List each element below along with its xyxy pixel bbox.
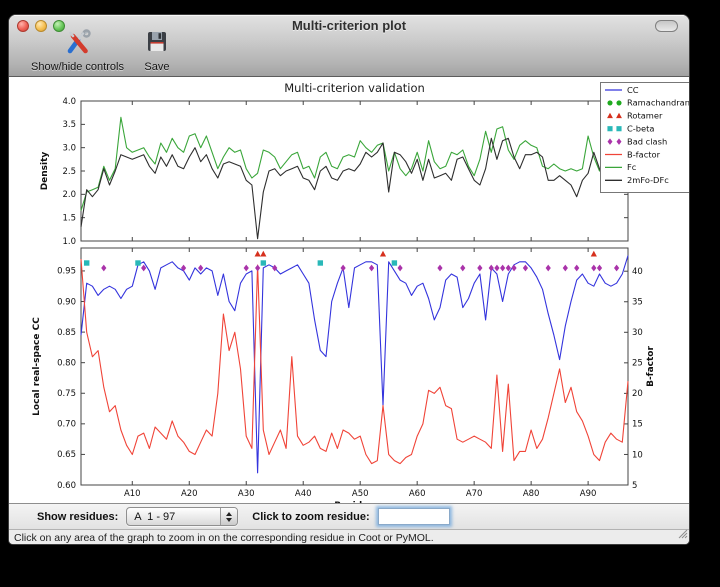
legend-label-b-factor: B-factor (627, 149, 661, 159)
svg-text:10: 10 (632, 450, 643, 460)
multi-criterion-chart[interactable]: Multi-criterion validation 1.0 1.5 2.0 2.5 3.… (9, 77, 690, 503)
svg-text:15: 15 (632, 420, 643, 430)
stepper-down-icon (226, 517, 233, 522)
svg-text:A80: A80 (523, 489, 540, 499)
zoom-residue-label: Click to zoom residue: (252, 510, 370, 523)
svg-text:A90: A90 (580, 489, 597, 499)
select-stepper-icon[interactable] (220, 508, 238, 525)
svg-text:0.95: 0.95 (57, 267, 76, 277)
svg-text:20: 20 (632, 389, 643, 399)
rotamer-markers (254, 250, 597, 257)
svg-text:A10: A10 (124, 489, 141, 499)
svg-text:1.0: 1.0 (62, 237, 76, 247)
svg-text:35: 35 (632, 298, 643, 308)
svg-text:0.90: 0.90 (57, 297, 76, 307)
figure-title: Multi-criterion validation (284, 81, 425, 95)
legend-label-bad-clash: Bad clash (627, 136, 667, 146)
svg-text:0.60: 0.60 (57, 481, 76, 491)
legend-label-fc: Fc (627, 162, 637, 172)
floppy-disk-icon (144, 29, 170, 60)
bottom-left-ylabel: Local real-space CC (32, 317, 42, 416)
svg-text:0.70: 0.70 (57, 420, 76, 430)
svg-text:A70: A70 (466, 489, 483, 499)
plot-figure[interactable]: Multi-criterion validation 1.0 1.5 2.0 2.5 3.… (9, 77, 690, 503)
legend-label-ramachandran: Ramachandran (627, 98, 690, 108)
svg-text:A20: A20 (181, 489, 198, 499)
show-hide-controls-label: Show/hide controls (31, 61, 124, 73)
xlabel: Residue (334, 501, 374, 503)
svg-text:A50: A50 (352, 489, 369, 499)
svg-text:A60: A60 (409, 489, 426, 499)
svg-text:A40: A40 (295, 489, 312, 499)
resize-grip[interactable] (676, 526, 688, 544)
legend-label-2mfo-dfc: 2mFo-DFc (627, 175, 669, 185)
svg-text:3.0: 3.0 (62, 143, 76, 153)
show-hide-controls-button[interactable]: Show/hide controls (31, 29, 124, 73)
stepper-up-icon (226, 511, 233, 516)
CC-line (80, 255, 629, 474)
top-ylabel: Density (40, 152, 50, 191)
legend-label-rotamer: Rotamer (627, 111, 663, 121)
B-factor-line (80, 258, 629, 465)
status-message: Click on any area of the graph to zoom i… (14, 531, 434, 544)
tools-icon (64, 29, 91, 60)
save-button[interactable]: Save (144, 29, 170, 73)
bottom-right-ylabel: B-factor (646, 346, 656, 387)
control-bar: Show residues: A 1 - 97 Click to zoom re… (9, 503, 689, 529)
svg-text:0.80: 0.80 (57, 358, 76, 368)
svg-text:4.0: 4.0 (62, 97, 76, 107)
zoom-residue-input[interactable] (377, 508, 450, 525)
traffic-lights (17, 20, 65, 32)
svg-text:0.85: 0.85 (57, 328, 76, 338)
legend: CC Ramachandran Rotamer C-beta Bad clash B-fa… (600, 82, 690, 193)
show-residues-label: Show residues: (37, 510, 119, 523)
residue-range-select[interactable]: A 1 - 97 (126, 507, 239, 526)
svg-text:2.0: 2.0 (62, 190, 76, 200)
toolbar-toggle-button[interactable] (655, 20, 678, 32)
window-title: Multi-criterion plot (291, 18, 407, 33)
close-button[interactable] (17, 20, 29, 32)
window-chrome: Multi-criterion plot (9, 15, 689, 77)
c-beta-markers (83, 260, 398, 266)
save-label: Save (144, 61, 170, 73)
minimize-button[interactable] (35, 20, 47, 32)
toolbar: Show/hide controls Save (9, 29, 689, 76)
svg-text:40: 40 (632, 267, 643, 277)
multi-criterion-plot-window: Multi-criterion plot (8, 14, 690, 545)
svg-text:2.5: 2.5 (62, 167, 76, 177)
svg-text:0.65: 0.65 (57, 450, 76, 460)
svg-text:5: 5 (632, 481, 637, 491)
titlebar[interactable]: Multi-criterion plot (9, 15, 689, 36)
svg-text:30: 30 (632, 328, 643, 338)
svg-text:0.75: 0.75 (57, 389, 76, 399)
zoom-window-button[interactable] (53, 20, 65, 32)
2mFo-DFc-line (80, 137, 629, 240)
svg-text:3.5: 3.5 (62, 120, 76, 130)
residue-range-value: A 1 - 97 (134, 510, 176, 523)
svg-text:25: 25 (632, 359, 643, 369)
axes-frame (80, 247, 629, 486)
status-bar: Click on any area of the graph to zoom i… (9, 526, 689, 544)
Fc-line (80, 116, 629, 211)
svg-text:A30: A30 (238, 489, 255, 499)
legend-label-c-beta: C-beta (627, 124, 655, 134)
svg-text:1.5: 1.5 (62, 213, 76, 223)
legend-label-cc: CC (627, 85, 639, 95)
